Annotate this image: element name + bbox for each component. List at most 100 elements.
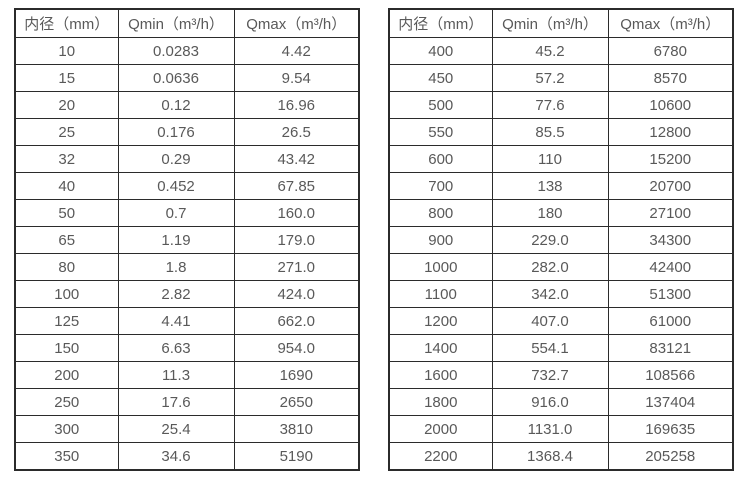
- table-row: 350 34.6 5190: [14, 442, 360, 471]
- table-cell: 25: [14, 118, 119, 146]
- table-row: 800 180 27100: [388, 199, 734, 227]
- table-cell: 1200: [388, 307, 493, 335]
- table-row: 1000 282.0 42400: [388, 253, 734, 281]
- table-cell: 1000: [388, 253, 493, 281]
- table-row: 125 4.41 662.0: [14, 307, 360, 335]
- column-header: Qmin（m³/h）: [117, 8, 235, 38]
- table-cell: 450: [388, 64, 493, 92]
- table-cell: 67.85: [233, 172, 360, 200]
- table-cell: 180: [491, 199, 609, 227]
- table-row: 450 57.2 8570: [388, 64, 734, 92]
- table-cell: 16.96: [233, 91, 360, 119]
- table-cell: 42400: [607, 253, 734, 281]
- table-cell: 700: [388, 172, 493, 200]
- table-cell: 3810: [233, 415, 360, 443]
- table-cell: 554.1: [491, 334, 609, 362]
- table-cell: 77.6: [491, 91, 609, 119]
- table-cell: 169635: [607, 415, 734, 443]
- table-cell: 137404: [607, 388, 734, 416]
- table-row: 40 0.452 67.85: [14, 172, 360, 200]
- table-cell: 34.6: [117, 442, 235, 471]
- table-row: 2200 1368.4 205258: [388, 442, 734, 471]
- table-cell: 0.7: [117, 199, 235, 227]
- table-cell: 32: [14, 145, 119, 173]
- table-cell: 0.0636: [117, 64, 235, 92]
- table-cell: 350: [14, 442, 119, 471]
- header-row: 内径（mm） Qmin（m³/h） Qmax（m³/h）: [14, 8, 360, 38]
- table-row: 80 1.8 271.0: [14, 253, 360, 281]
- table-cell: 2650: [233, 388, 360, 416]
- column-header: Qmin（m³/h）: [491, 8, 609, 38]
- table-cell: 110: [491, 145, 609, 173]
- table-row: 50 0.7 160.0: [14, 199, 360, 227]
- table-cell: 1400: [388, 334, 493, 362]
- table-cell: 40: [14, 172, 119, 200]
- table-cell: 662.0: [233, 307, 360, 335]
- table-cell: 0.12: [117, 91, 235, 119]
- table-cell: 9.54: [233, 64, 360, 92]
- table-cell: 271.0: [233, 253, 360, 281]
- table-cell: 138: [491, 172, 609, 200]
- table-row: 400 45.2 6780: [388, 37, 734, 65]
- table-cell: 0.452: [117, 172, 235, 200]
- table-cell: 51300: [607, 280, 734, 308]
- table-row: 900 229.0 34300: [388, 226, 734, 254]
- table-row: 700 138 20700: [388, 172, 734, 200]
- table-row: 32 0.29 43.42: [14, 145, 360, 173]
- table-cell: 1.19: [117, 226, 235, 254]
- table-cell: 85.5: [491, 118, 609, 146]
- table-cell: 17.6: [117, 388, 235, 416]
- table-cell: 2.82: [117, 280, 235, 308]
- table-cell: 1690: [233, 361, 360, 389]
- table-cell: 43.42: [233, 145, 360, 173]
- table-cell: 50: [14, 199, 119, 227]
- table-cell: 0.0283: [117, 37, 235, 65]
- table-cell: 342.0: [491, 280, 609, 308]
- table-row: 550 85.5 12800: [388, 118, 734, 146]
- table-cell: 282.0: [491, 253, 609, 281]
- table-cell: 500: [388, 91, 493, 119]
- table-row: 15 0.0636 9.54: [14, 64, 360, 92]
- table-cell: 1.8: [117, 253, 235, 281]
- table-row: 65 1.19 179.0: [14, 226, 360, 254]
- table-cell: 1131.0: [491, 415, 609, 443]
- table-cell: 61000: [607, 307, 734, 335]
- table-cell: 0.176: [117, 118, 235, 146]
- column-header: 内径（mm）: [14, 8, 119, 38]
- table-row: 1600 732.7 108566: [388, 361, 734, 389]
- table-row: 1400 554.1 83121: [388, 334, 734, 362]
- table-cell: 11.3: [117, 361, 235, 389]
- table-row: 500 77.6 10600: [388, 91, 734, 119]
- table-cell: 27100: [607, 199, 734, 227]
- table-cell: 179.0: [233, 226, 360, 254]
- table-cell: 300: [14, 415, 119, 443]
- table-cell: 45.2: [491, 37, 609, 65]
- table-cell: 2000: [388, 415, 493, 443]
- table-cell: 20: [14, 91, 119, 119]
- column-header: 内径（mm）: [388, 8, 493, 38]
- table-cell: 150: [14, 334, 119, 362]
- table-cell: 424.0: [233, 280, 360, 308]
- table-cell: 4.41: [117, 307, 235, 335]
- table-cell: 400: [388, 37, 493, 65]
- table-cell: 100: [14, 280, 119, 308]
- table-row: 1200 407.0 61000: [388, 307, 734, 335]
- table-cell: 0.29: [117, 145, 235, 173]
- column-header: Qmax（m³/h）: [233, 8, 360, 38]
- table-cell: 160.0: [233, 199, 360, 227]
- flow-table-large-diameters: 内径（mm） Qmin（m³/h） Qmax（m³/h） 400 45.2 6780 450…: [388, 8, 734, 471]
- table-cell: 125: [14, 307, 119, 335]
- table-cell: 57.2: [491, 64, 609, 92]
- table-cell: 26.5: [233, 118, 360, 146]
- table-cell: 550: [388, 118, 493, 146]
- table-cell: 10: [14, 37, 119, 65]
- table-cell: 20700: [607, 172, 734, 200]
- table-cell: 250: [14, 388, 119, 416]
- table-cell: 83121: [607, 334, 734, 362]
- table-row: 2000 1131.0 169635: [388, 415, 734, 443]
- table-cell: 6780: [607, 37, 734, 65]
- table-row: 1800 916.0 137404: [388, 388, 734, 416]
- table-cell: 65: [14, 226, 119, 254]
- header-row: 内径（mm） Qmin（m³/h） Qmax（m³/h）: [388, 8, 734, 38]
- flow-table-small-diameters: 内径（mm） Qmin（m³/h） Qmax（m³/h） 10 0.0283 4.42 15…: [14, 8, 360, 471]
